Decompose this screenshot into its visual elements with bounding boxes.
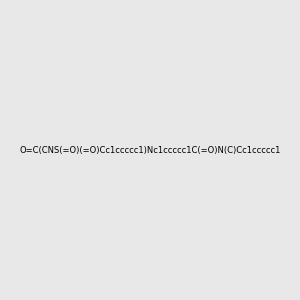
Text: O=C(CNS(=O)(=O)Cc1ccccc1)Nc1ccccc1C(=O)N(C)Cc1ccccc1: O=C(CNS(=O)(=O)Cc1ccccc1)Nc1ccccc1C(=O)N…	[19, 146, 281, 154]
